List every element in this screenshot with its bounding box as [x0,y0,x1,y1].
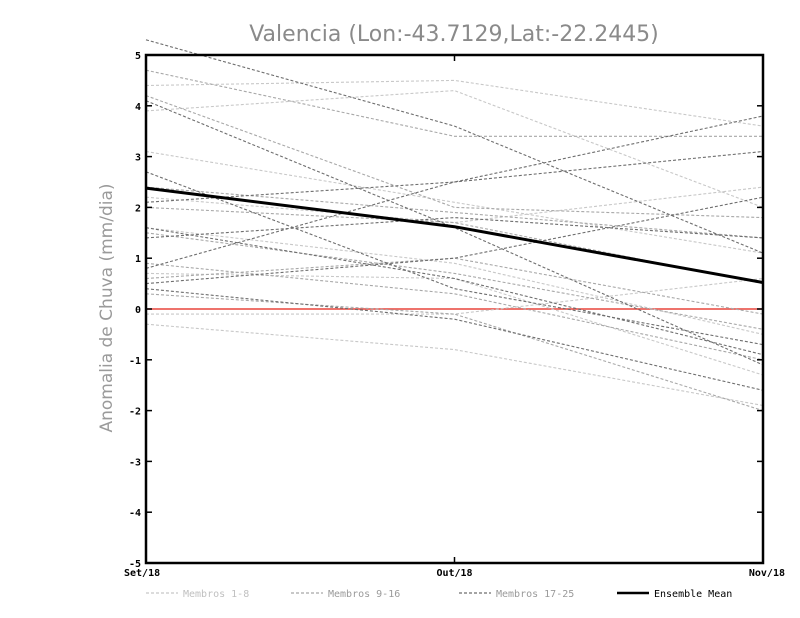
member-line-g2-8 [145,293,764,412]
legend-label: Membros 17-25 [496,589,574,600]
ensemble-mean-line [145,186,764,285]
member-line-g3-1 [145,39,764,254]
member-line-g3-5 [145,227,764,356]
member-line-g2-1 [145,69,763,137]
y-tick-label: 4 [135,102,141,113]
member-line-g1-4 [145,186,764,224]
member-line-g1-7 [146,277,764,315]
legend-label: Ensemble Mean [654,589,732,600]
member-line-g3-2 [145,100,764,366]
member-line-g2-4 [145,206,764,285]
legend-label: Membros 9-16 [328,589,400,600]
x-tick-label: Nov/18 [749,568,785,579]
y-tick-label: 3 [135,153,141,164]
series-layer [145,39,764,412]
member-line-g3-6 [145,217,764,239]
legend-label: Membros 1-8 [183,589,249,600]
member-line-g1-6 [145,272,764,376]
y-tick-label: 2 [135,203,141,214]
x-tick-label: Set/18 [124,568,160,579]
member-line-g1-8 [145,323,764,407]
member-line-g2-5 [145,232,764,330]
member-line-g1-3 [145,150,764,254]
y-tick-label: -4 [129,508,141,519]
plot-frame [144,53,765,565]
member-line-g3-9 [145,288,764,391]
member-line-g3-4 [145,115,764,203]
x-tick-label: Out/18 [436,568,472,579]
member-line-g1-2 [145,90,764,208]
y-tick-label: -5 [129,559,141,570]
y-tick-label: -2 [129,407,141,418]
member-line-g3-8 [145,196,764,285]
member-line-g2-6 [145,262,764,361]
y-tick-label: 0 [135,305,141,316]
chart-title: Valencia (Lon:-43.7129,Lat:-22.2445) [249,22,659,47]
legend: Membros 1-8 Membros 9-16 Membros 17-25 Ense… [146,589,732,600]
y-axis-label: Anomalia de Chuva (mm/dia) [97,183,117,432]
y-tick-label: 1 [135,254,141,265]
member-line-g1-1 [145,79,764,127]
member-line-g3-7 [145,150,764,269]
y-tick-label: -3 [129,457,141,468]
member-line-g1-5 [145,227,764,335]
member-line-g2-3 [145,186,764,239]
y-tick-label: -1 [129,356,141,367]
y-tick-label: 5 [135,51,141,62]
axis-layer: -5 -4 -3 -2 -1 0 1 2 3 4 5 Set/18 Out/18 Nov/18 [124,51,785,579]
